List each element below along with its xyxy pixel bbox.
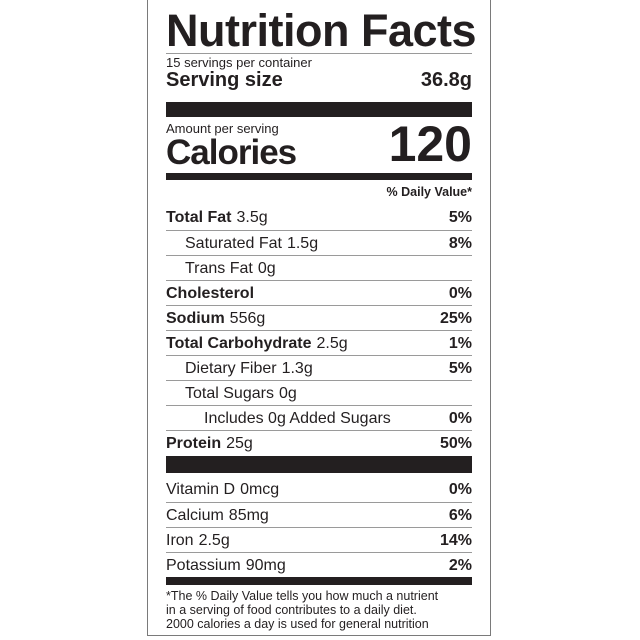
- nutrient-label: Total Carbohydrate: [166, 334, 312, 352]
- daily-value-percent: 5%: [448, 208, 472, 226]
- nutrient-amount: 556g: [229, 309, 266, 327]
- nutrient-label: Vitamin D: [166, 480, 236, 498]
- nutrient-label: Total Fat: [166, 208, 232, 226]
- nutrient-label: Total Sugars: [185, 384, 274, 402]
- footnote: *The % Daily Value tells you how much a …: [166, 589, 472, 631]
- thick-divider: [166, 456, 472, 473]
- daily-value-header: % Daily Value*: [386, 185, 472, 199]
- nutrient-row: Total Fat 3.5g 5%: [166, 205, 472, 230]
- nutrient-amount: 2.5g: [316, 334, 348, 352]
- nutrient-row: Includes 0g Added Sugars 0%: [166, 405, 472, 431]
- label-title: Nutrition Facts: [166, 5, 477, 56]
- nutrient-amount: 85mg: [228, 506, 269, 524]
- nutrient-name: Saturated Fat 1.5g: [185, 235, 318, 253]
- divider: [166, 53, 472, 54]
- footnote-line: in a serving of food contributes to a da…: [166, 603, 417, 617]
- nutrient-amount: 1.5g: [286, 234, 319, 252]
- nutrient-amount: 3.5g: [236, 208, 268, 226]
- daily-value-percent: 14%: [439, 531, 472, 549]
- nutrient-name: Total Carbohydrate 2.5g: [166, 335, 348, 353]
- medium-divider: [166, 577, 472, 585]
- calories-label: Calories: [166, 133, 297, 172]
- nutrient-label: Calcium: [166, 506, 224, 524]
- nutrient-label: Trans Fat: [185, 259, 253, 277]
- nutrient-label: Potassium: [166, 556, 241, 574]
- nutrient-row: Protein 25g 50%: [166, 430, 472, 456]
- nutrient-name: Dietary Fiber 1.3g: [185, 360, 313, 378]
- amount-per-serving: Amount per serving: [166, 121, 279, 136]
- daily-value-percent: 0%: [448, 284, 472, 302]
- nutrient-name: Cholesterol: [166, 285, 254, 303]
- nutrient-label: Saturated Fat: [185, 234, 282, 252]
- nutrient-amount: 0g: [257, 259, 276, 277]
- nutrient-name: Vitamin D 0mcg: [166, 481, 279, 499]
- nutrient-label: Iron: [166, 531, 194, 549]
- nutrient-row: Vitamin D 0mcg 0%: [166, 477, 472, 502]
- nutrient-amount: 1.3g: [281, 359, 313, 377]
- nutrient-name: Protein 25g: [166, 435, 253, 453]
- footnote-line: *The % Daily Value tells you how much a …: [166, 589, 439, 603]
- nutrient-row: Total Carbohydrate 2.5g 1%: [166, 330, 472, 356]
- nutrient-label: Dietary Fiber: [185, 359, 277, 377]
- serving-size-value: 36.8g: [420, 69, 472, 91]
- nutrient-amount: 25g: [226, 434, 253, 452]
- nutrient-row: Potassium 90mg 2%: [166, 552, 472, 578]
- servings-per-container: 15 servings per container: [166, 55, 312, 70]
- serving-size-label: Serving size: [166, 69, 283, 91]
- daily-value-percent: 6%: [448, 506, 472, 524]
- nutrient-row: Calcium 85mg 6%: [166, 502, 472, 528]
- nutrient-name: Includes 0g Added Sugars: [204, 410, 391, 428]
- nutrient-row: Total Sugars 0g: [166, 380, 472, 406]
- nutrient-name: Trans Fat 0g: [185, 260, 276, 278]
- daily-value-percent: 1%: [448, 334, 472, 352]
- nutrient-label: Protein: [166, 434, 222, 452]
- daily-value-percent: 25%: [439, 309, 472, 327]
- nutrient-amount: 90mg: [245, 556, 286, 574]
- nutrient-row: Iron 2.5g 14%: [166, 527, 472, 553]
- nutrient-label: Cholesterol: [166, 284, 255, 302]
- daily-value-percent: 5%: [448, 359, 472, 377]
- daily-value-percent: 2%: [448, 556, 472, 574]
- nutrient-row: Trans Fat 0g: [166, 255, 472, 281]
- nutrient-name: Sodium 556g: [166, 310, 265, 328]
- nutrition-facts-label: Nutrition Facts 15 servings per containe…: [147, 0, 491, 636]
- nutrient-label: Includes 0g Added Sugars: [204, 409, 391, 427]
- nutrient-name: Total Sugars 0g: [185, 385, 297, 403]
- thick-divider: [166, 102, 472, 117]
- nutrient-row: Dietary Fiber 1.3g 5%: [166, 355, 472, 381]
- daily-value-percent: 0%: [448, 480, 472, 498]
- nutrient-row: Sodium 556g 25%: [166, 305, 472, 331]
- nutrient-name: Iron 2.5g: [166, 532, 230, 550]
- nutrient-label: Sodium: [166, 309, 225, 327]
- nutrient-row: Cholesterol 0%: [166, 280, 472, 306]
- nutrient-name: Potassium 90mg: [166, 557, 286, 575]
- footnote-line: 2000 calories a day is used for general …: [166, 617, 429, 631]
- daily-value-percent: 50%: [439, 434, 472, 452]
- nutrient-row: Saturated Fat 1.5g 8%: [166, 230, 472, 256]
- nutrient-amount: 0g: [278, 384, 297, 402]
- nutrient-amount: 0mcg: [240, 480, 280, 498]
- medium-divider: [166, 173, 472, 180]
- nutrient-amount: 2.5g: [198, 531, 230, 549]
- calories-value: 120: [388, 116, 472, 172]
- nutrient-name: Calcium 85mg: [166, 507, 269, 525]
- daily-value-percent: 8%: [448, 234, 472, 252]
- daily-value-percent: 0%: [448, 409, 472, 427]
- nutrient-name: Total Fat 3.5g: [166, 209, 268, 227]
